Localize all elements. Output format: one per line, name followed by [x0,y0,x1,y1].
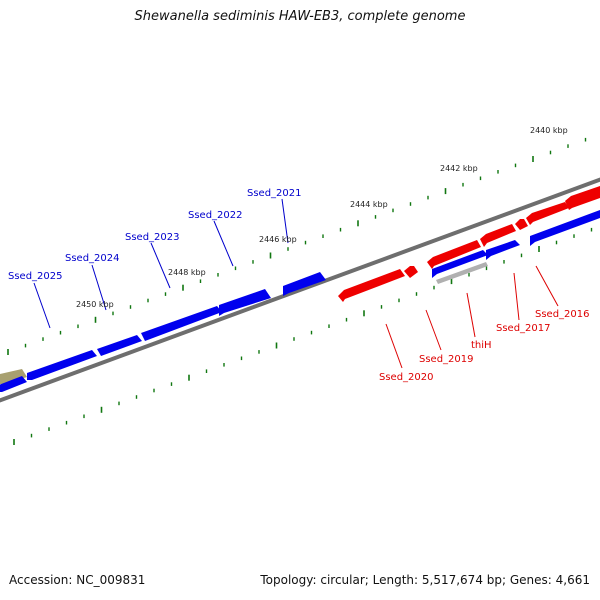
gene-pseudo-grey[interactable] [436,262,488,284]
kbp-label-2440: 2440 kbp [530,126,568,135]
scale-dots [7,137,593,445]
label-ssed-2019[interactable]: Ssed_2019 [419,354,474,365]
forward-gene-labels: Ssed_2021 Ssed_2022 Ssed_2023 Ssed_2024 … [8,188,302,282]
reverse-strand-genes [338,186,600,302]
gene-forward-b[interactable] [486,240,520,260]
gene-ssed-2019[interactable] [404,266,418,278]
gene-ssed-2024[interactable] [97,335,142,356]
label-thih[interactable]: thiH [471,340,492,351]
gene-ssed-2020[interactable] [338,269,405,302]
label-ssed-2020[interactable]: Ssed_2020 [379,372,434,383]
gene-thih[interactable] [427,240,481,269]
gene-forward-c[interactable] [530,210,600,246]
kbp-label-2444: 2444 kbp [350,200,388,209]
reverse-label-connectors [385,265,559,369]
gene-ssed-2022[interactable] [219,289,271,316]
forward-strand-genes [0,210,600,392]
label-ssed-2016[interactable]: Ssed_2016 [535,309,590,320]
label-ssed-2023[interactable]: Ssed_2023 [125,232,180,243]
label-ssed-2021[interactable]: Ssed_2021 [247,188,302,199]
label-ssed-2022[interactable]: Ssed_2022 [188,210,243,221]
gene-small-red[interactable] [515,219,528,230]
gene-ssed-2023[interactable] [141,306,222,341]
accession-text: Accession: NC_009831 [9,573,146,587]
kbp-label-2446: 2446 kbp [259,235,297,244]
kbp-label-2450: 2450 kbp [76,300,114,309]
gene-ssed-2021[interactable] [283,272,326,296]
genome-title: Shewanella sediminis HAW-EB3, complete g… [134,9,466,24]
kbp-label-2442: 2442 kbp [440,164,478,173]
gene-forward-left-edge[interactable] [0,376,27,392]
gene-forward-a[interactable] [432,250,488,278]
gene-ssed-2017[interactable] [480,224,516,247]
gene-reverse-right-edge[interactable] [565,186,600,210]
gene-feature-olive[interactable] [0,369,27,384]
genome-backbone [0,177,600,403]
forward-label-connectors [33,198,289,329]
genome-summary-text: Topology: circular; Length: 5,517,674 bp… [260,573,590,587]
label-ssed-2024[interactable]: Ssed_2024 [65,253,120,264]
label-ssed-2025[interactable]: Ssed_2025 [8,271,63,282]
gene-ssed-2016[interactable] [526,202,569,225]
kbp-label-2448: 2448 kbp [168,268,206,277]
label-ssed-2017[interactable]: Ssed_2017 [496,323,551,334]
gene-ssed-2025[interactable] [27,350,97,380]
kbp-labels: 2440 kbp 2442 kbp 2444 kbp 2446 kbp 2448… [76,126,568,309]
reverse-gene-labels: Ssed_2016 Ssed_2017 thiH Ssed_2019 Ssed_… [379,309,590,383]
